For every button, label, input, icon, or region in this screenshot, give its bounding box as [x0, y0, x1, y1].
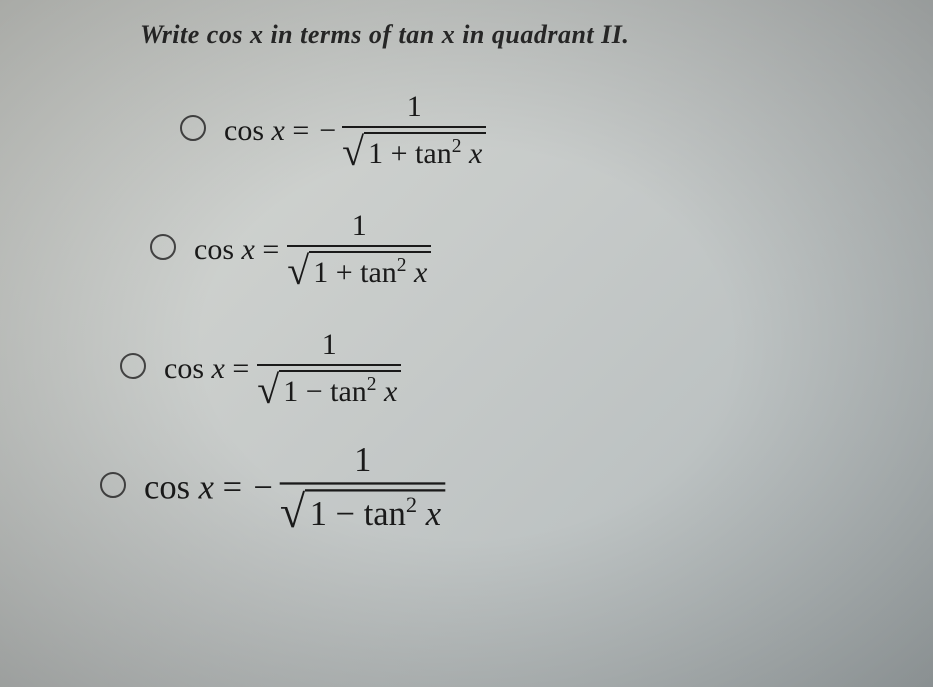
- square-root: √ 1 − tan2 x: [280, 489, 446, 534]
- radicand: 1 − tan2 x: [279, 370, 401, 409]
- numerator: 1: [338, 209, 381, 245]
- square-root: √ 1 + tan2 x: [287, 251, 431, 290]
- answer-option-4[interactable]: cos x = − 1 √ 1 − tan2 x: [100, 447, 893, 528]
- radio-button-4[interactable]: [100, 472, 126, 498]
- denominator: √ 1 + tan2 x: [287, 247, 431, 290]
- answer-option-1[interactable]: cos x = − 1 √ 1 + tan2 x: [180, 90, 893, 171]
- question-prompt: Write cos x in terms of tan x in quadran…: [140, 20, 893, 50]
- radical-icon: √: [342, 134, 364, 170]
- lhs-label: cos x =: [144, 468, 242, 507]
- radio-button-2[interactable]: [150, 234, 176, 260]
- denominator: √ 1 − tan2 x: [280, 485, 446, 534]
- numerator: 1: [308, 328, 351, 364]
- equation-4: cos x = − 1 √ 1 − tan2 x: [144, 441, 446, 534]
- square-root: √ 1 + tan2 x: [342, 132, 486, 171]
- answer-option-3[interactable]: cos x = 1 √ 1 − tan2 x: [120, 328, 893, 409]
- denominator: √ 1 + tan2 x: [342, 128, 486, 171]
- fraction: 1 √ 1 − tan2 x: [280, 441, 446, 534]
- square-root: √ 1 − tan2 x: [257, 370, 401, 409]
- fraction: 1 √ 1 + tan2 x: [342, 90, 486, 171]
- denominator: √ 1 − tan2 x: [257, 366, 401, 409]
- fraction: 1 √ 1 + tan2 x: [287, 209, 431, 290]
- lhs-label: cos x =: [164, 352, 249, 386]
- negative-sign: −: [319, 114, 336, 148]
- answer-option-2[interactable]: cos x = 1 √ 1 + tan2 x: [150, 209, 893, 290]
- radical-icon: √: [280, 492, 305, 533]
- numerator: 1: [338, 441, 387, 482]
- equation-1: cos x = − 1 √ 1 + tan2 x: [224, 90, 486, 171]
- radicand: 1 + tan2 x: [309, 251, 431, 290]
- question-block: Write cos x in terms of tan x in quadran…: [0, 0, 933, 586]
- lhs-label: cos x =: [224, 114, 309, 148]
- radical-icon: √: [257, 372, 279, 408]
- radio-button-3[interactable]: [120, 353, 146, 379]
- radicand: 1 + tan2 x: [364, 132, 486, 171]
- radical-icon: √: [287, 253, 309, 289]
- equation-2: cos x = 1 √ 1 + tan2 x: [194, 209, 431, 290]
- radicand: 1 − tan2 x: [305, 489, 445, 534]
- lhs-label: cos x =: [194, 233, 279, 267]
- fraction: 1 √ 1 − tan2 x: [257, 328, 401, 409]
- radio-button-1[interactable]: [180, 115, 206, 141]
- negative-sign: −: [254, 468, 273, 507]
- equation-3: cos x = 1 √ 1 − tan2 x: [164, 328, 401, 409]
- numerator: 1: [393, 90, 436, 126]
